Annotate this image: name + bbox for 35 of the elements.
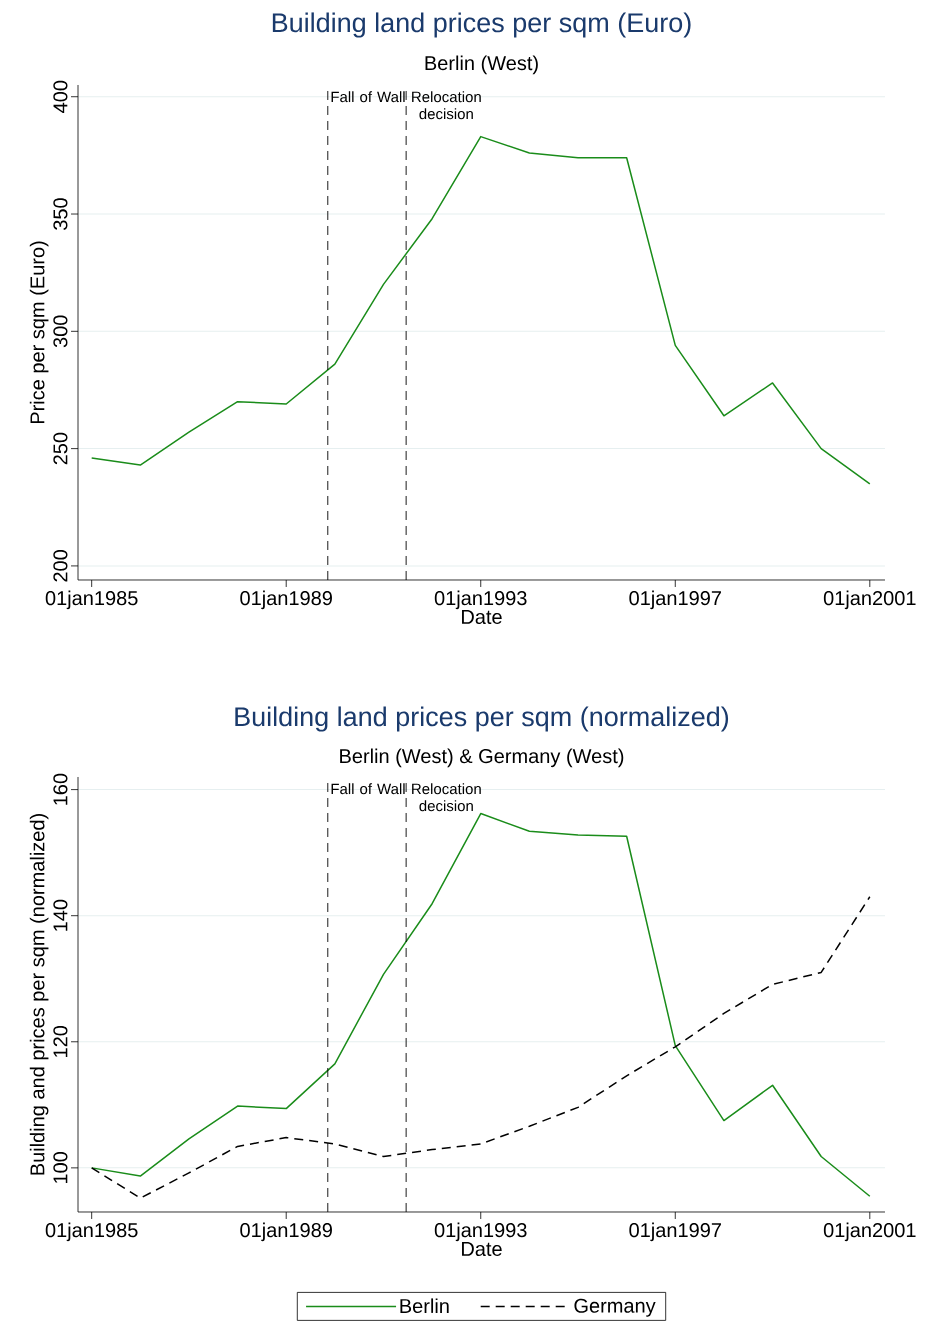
x-tick-label: 01jan1993 [434,590,527,610]
x-tick-label: 01jan1997 [629,1222,721,1242]
legend-label: Berlin [400,1298,449,1314]
ref-line-label: Relocation decision [412,783,481,812]
y-tick-label: 200 [53,550,68,582]
y-tick-label: 100 [53,1151,68,1184]
x-tick-label: 01jan2001 [823,590,916,610]
x-tick-label: 01jan1997 [629,590,721,610]
chart-title: Building land prices per sqm (Euro) [272,12,691,38]
x-axis-title: Date [462,610,502,624]
y-tick-label: 250 [53,432,68,465]
y-tick-label: 160 [53,773,68,805]
x-tick-label: 01jan1989 [240,1222,332,1242]
chart-subtitle: Berlin (West) & Germany (West) [340,748,624,768]
ref-line-label: Relocation decision [412,91,481,120]
x-axis-title: Date [462,1242,502,1256]
x-tick-label: 01jan1989 [240,590,332,610]
y-tick-label: 300 [53,315,68,348]
chart-subtitle: Berlin (West) [425,55,538,75]
x-tick-label: 01jan1985 [45,590,138,610]
chart-title: Building land prices per sqm (normalized) [235,706,729,732]
legend-label: Germany [574,1298,656,1317]
y-tick-label: 350 [53,198,68,230]
x-tick-label: 01jan1993 [434,1222,527,1242]
y-tick-label: 120 [53,1025,68,1057]
x-tick-label: 01jan2001 [823,1222,916,1242]
y-tick-label: 140 [53,899,68,931]
y-axis-title: Building and prices per sqm (normalized) [29,814,49,1175]
y-tick-label: 400 [53,80,68,113]
y-axis-title: Price per sqm (Euro) [29,241,49,424]
line-series [90,812,871,1197]
x-tick-label: 01jan1985 [45,1222,138,1242]
ref-line-label: Fall of Wall [331,91,405,103]
ref-line-label: Fall of Wall [331,783,405,795]
line-series [90,135,871,485]
